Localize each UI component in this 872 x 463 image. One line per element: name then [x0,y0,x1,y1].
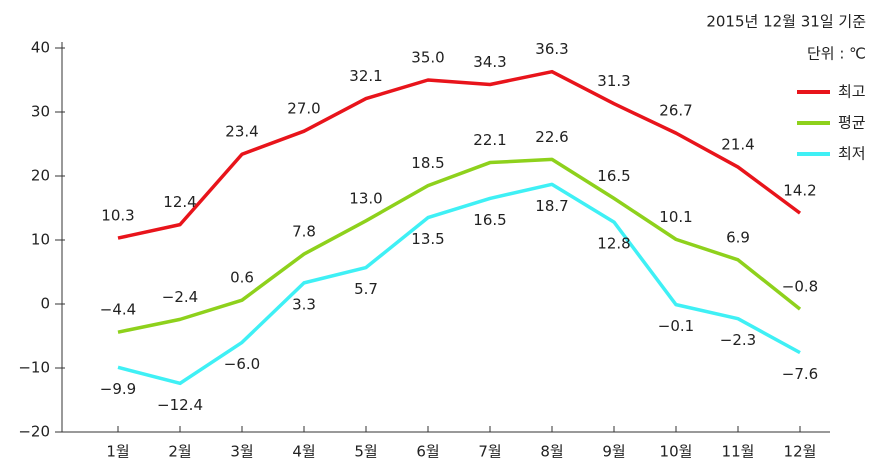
data-label: 6.9 [726,228,750,246]
data-label: −9.9 [100,380,136,398]
data-label: 13.5 [411,230,444,248]
data-label: −12.4 [157,396,203,414]
data-label: 31.3 [597,72,630,90]
data-label: 16.5 [473,211,506,229]
data-label: 34.3 [473,53,506,71]
data-label: −4.4 [100,301,136,319]
x-tick-label: 3월 [230,443,253,461]
data-label: −7.6 [782,365,818,383]
data-label: −0.1 [658,317,694,335]
y-tick-label: 40 [31,39,50,57]
data-label: 14.2 [783,182,816,200]
y-tick-label: 10 [31,231,50,249]
data-label: 18.5 [411,154,444,172]
x-tick-label: 7월 [478,443,501,461]
data-label: −2.4 [162,288,198,306]
data-label: −2.3 [720,331,756,349]
y-tick-label: −10 [18,359,50,377]
data-label: 22.6 [535,128,568,146]
x-tick-label: 1월 [106,443,129,461]
y-tick-label: −20 [18,423,50,441]
data-label: 10.1 [659,208,692,226]
data-label: 10.3 [101,207,134,225]
x-tick-label: 6월 [416,443,439,461]
data-label: 27.0 [287,100,320,118]
data-label: 12.8 [597,235,630,253]
x-tick-label: 10월 [660,443,693,461]
x-tick-label: 2월 [168,443,191,461]
y-tick-label: 30 [31,103,50,121]
data-label: 21.4 [721,136,754,154]
x-tick-label: 9월 [602,443,625,461]
data-label: 12.4 [163,193,196,211]
data-label: 7.8 [292,223,316,241]
x-tick-label: 5월 [354,443,377,461]
line-series [117,69,802,240]
x-tick-label: 8월 [540,443,563,461]
data-label: 18.7 [535,197,568,215]
line-series [117,157,802,334]
data-label: −0.8 [782,278,818,296]
data-label: 3.3 [292,295,316,313]
x-tick-label: 12월 [784,443,817,461]
y-tick-label: 0 [40,295,50,313]
line-series [117,182,801,386]
annotation: 단위 : ℃ [807,45,866,63]
data-label: 16.5 [597,167,630,185]
legend-label: 최저 [838,145,866,163]
data-label: 23.4 [225,123,258,141]
x-tick-label: 11월 [722,443,755,461]
legend-label: 최고 [838,83,866,101]
data-label: 36.3 [535,40,568,58]
data-label: 22.1 [473,131,506,149]
x-tick-label: 4월 [292,443,315,461]
data-label: −6.0 [224,355,260,373]
legend-label: 평균 [838,114,866,132]
y-tick-label: 20 [31,167,50,185]
data-label: 35.0 [411,49,444,67]
data-label: 0.6 [230,269,254,287]
annotation: 2015년 12월 31일 기준 [706,13,866,31]
data-label: 32.1 [349,67,382,85]
data-label: 26.7 [659,102,692,120]
data-label: 5.7 [354,280,378,298]
data-label: 13.0 [349,189,382,207]
